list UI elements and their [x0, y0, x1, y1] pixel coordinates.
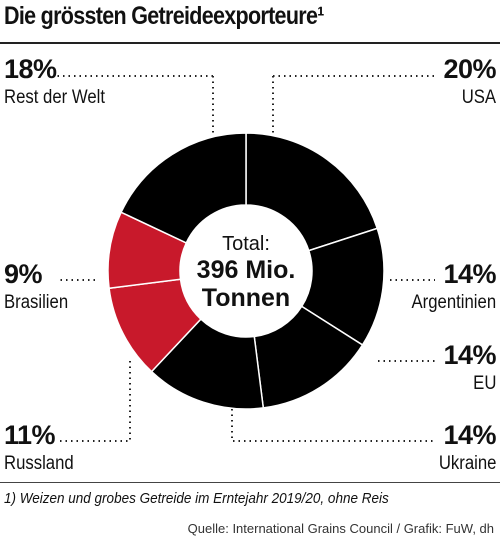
label-pct-brasilien: 9% [4, 259, 43, 289]
center-total-label: Total: [222, 233, 270, 255]
label-name-argentinien: Argentinien [411, 292, 496, 313]
footnote: 1) Weizen und grobes Getreide im Ernteja… [4, 490, 389, 507]
chart-title: Die grössten Getreideexporteure¹ [4, 2, 324, 30]
slice-usa [245, 132, 379, 252]
leader-line-russland [57, 361, 131, 442]
label-pct-usa: 20% [443, 54, 496, 84]
leader-line-rest [55, 75, 214, 165]
center-total-unit: Tonnen [202, 284, 290, 312]
label-name-brasilien: Brasilien [4, 292, 69, 313]
title-rule [0, 42, 500, 44]
label-name-rest: Rest der Welt [4, 87, 105, 108]
label-pct-eu: 14% [443, 340, 496, 370]
label-name-eu: EU [472, 373, 496, 394]
label-name-russland: Russland [4, 453, 74, 474]
label-pct-rest: 18% [4, 54, 57, 84]
label-pct-argentinien: 14% [443, 259, 496, 289]
label-pct-russland: 11% [4, 420, 56, 450]
center-total-value: 396 Mio. [197, 256, 296, 284]
slice-rest [120, 132, 247, 244]
footnote-rule [0, 482, 500, 483]
label-name-ukraine: Ukraine [438, 453, 496, 474]
label-name-usa: USA [461, 87, 496, 108]
leader-line-ukraine [231, 409, 435, 442]
label-pct-ukraine: 14% [443, 420, 496, 450]
source-credit: Quelle: International Grains Council / G… [187, 521, 494, 536]
